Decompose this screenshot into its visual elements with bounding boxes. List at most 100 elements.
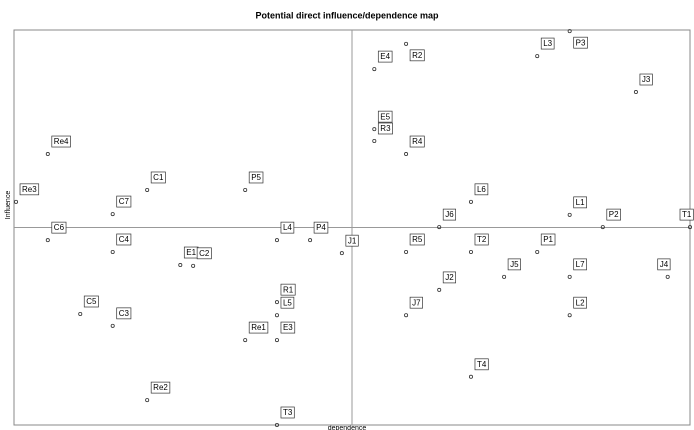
point-label: E3 — [283, 323, 293, 332]
point-label-box — [507, 258, 521, 271]
point-label-box — [116, 195, 132, 208]
point — [308, 238, 313, 243]
point-label: J3 — [642, 75, 651, 84]
point — [437, 287, 442, 292]
point-label: J2 — [445, 273, 454, 282]
point-label: L2 — [576, 298, 585, 307]
y-axis-label: Influence — [5, 191, 12, 220]
x-axis-label: dependence — [328, 425, 367, 430]
point-label-box — [51, 221, 67, 234]
point-label-box — [639, 73, 653, 86]
point-label: R4 — [412, 137, 423, 146]
point — [372, 67, 377, 72]
point-label-box — [409, 233, 425, 246]
point-label: L3 — [543, 39, 552, 48]
point-label-box — [345, 234, 359, 247]
point — [535, 249, 540, 254]
point-label: L6 — [477, 185, 486, 194]
point — [14, 199, 19, 204]
point-label-box — [150, 381, 171, 394]
point — [339, 251, 344, 256]
point-label: E1 — [186, 248, 196, 257]
point-label: J6 — [445, 210, 454, 219]
point-label-box — [573, 296, 587, 309]
point-label-box — [657, 258, 671, 271]
point — [274, 422, 279, 427]
point-label: T1 — [682, 210, 692, 219]
point-label-box — [474, 233, 489, 246]
point — [567, 212, 572, 217]
point-label-box — [442, 208, 457, 221]
point-label-box — [474, 183, 489, 196]
point — [404, 249, 409, 254]
point — [274, 338, 279, 343]
point-label: Re1 — [251, 323, 266, 332]
point — [145, 187, 150, 192]
point — [535, 54, 540, 59]
point — [567, 313, 572, 318]
point-label: R5 — [412, 235, 423, 244]
point-label-box — [280, 221, 295, 234]
point — [45, 152, 50, 157]
point-label: J5 — [510, 260, 519, 269]
point-label: Re2 — [153, 383, 168, 392]
point-label-box — [248, 171, 264, 184]
point-label: P5 — [251, 173, 261, 182]
point-label: J1 — [348, 236, 357, 245]
point — [633, 90, 638, 95]
point-label-box — [280, 406, 295, 419]
point-label-box — [248, 321, 269, 334]
point-label: P3 — [576, 38, 586, 47]
point-label-box — [116, 307, 132, 320]
point-label: T4 — [477, 360, 487, 369]
point — [110, 249, 115, 254]
point-label-box — [573, 258, 587, 271]
point — [502, 274, 507, 279]
point — [372, 127, 377, 132]
point — [404, 152, 409, 157]
point-label-box — [679, 208, 694, 221]
point-label: C2 — [199, 249, 210, 258]
point-label: P2 — [609, 210, 619, 219]
point — [468, 249, 473, 254]
point — [567, 274, 572, 279]
point-label-box — [196, 247, 212, 260]
point — [145, 398, 150, 403]
point — [110, 212, 115, 217]
point-label-box — [409, 49, 425, 62]
chart-title: Potential direct influence/dependence ma… — [255, 10, 439, 20]
point-label: C1 — [153, 173, 164, 182]
point — [274, 300, 279, 305]
point-label-box — [377, 50, 393, 63]
point-label: L7 — [576, 260, 585, 269]
point-label-box — [377, 122, 393, 135]
point — [688, 225, 693, 230]
point-label-box — [573, 196, 587, 209]
point-label: L4 — [283, 223, 292, 232]
point-label-box — [83, 295, 99, 308]
point — [372, 138, 377, 143]
point-label: L1 — [576, 198, 585, 207]
point — [468, 374, 473, 379]
point-label: C3 — [119, 309, 130, 318]
point — [178, 263, 183, 268]
point-label-box — [409, 296, 423, 309]
point-label-box — [540, 233, 556, 246]
point-label-box — [313, 221, 329, 234]
point-label: Re3 — [22, 185, 37, 194]
point-label: Re4 — [54, 137, 69, 146]
point-label: T3 — [283, 408, 293, 417]
point-label: J4 — [660, 260, 669, 269]
point-label: E5 — [380, 112, 390, 121]
point — [468, 199, 473, 204]
point-label-box — [280, 321, 296, 334]
point-label: P1 — [543, 235, 553, 244]
point-label: P4 — [316, 223, 326, 232]
point — [600, 225, 605, 230]
point — [274, 238, 279, 243]
point-label-box — [409, 135, 425, 148]
point-label: C5 — [86, 297, 97, 306]
point — [274, 313, 279, 318]
point-label: T2 — [477, 235, 487, 244]
